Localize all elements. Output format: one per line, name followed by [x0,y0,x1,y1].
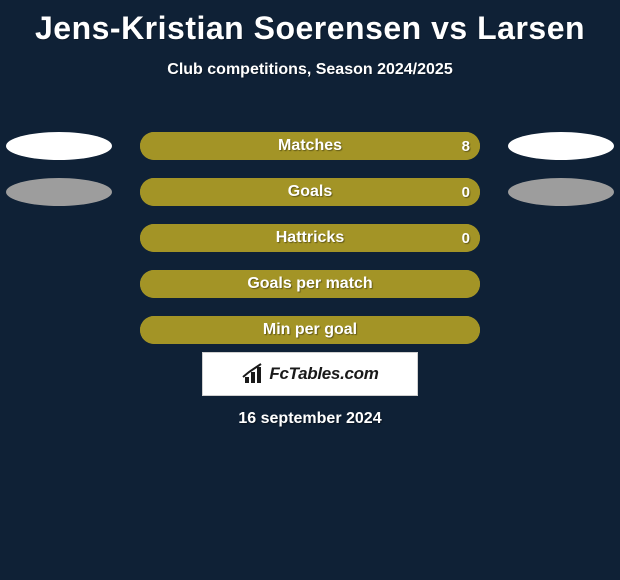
right-player-ellipse [508,132,614,160]
stat-row: 0Hattricks [0,215,620,261]
stat-row: Goals per match [0,261,620,307]
stat-bar: Min per goal [140,316,480,344]
page-subtitle: Club competitions, Season 2024/2025 [0,61,620,79]
left-player-ellipse [6,132,112,160]
logo-text: FcTables.com [269,364,378,384]
page-title: Jens-Kristian Soerensen vs Larsen [0,0,620,47]
stat-row: 8Matches [0,123,620,169]
logo-box[interactable]: FcTables.com [202,352,418,396]
stat-bar: 0Goals [140,178,480,206]
stat-label: Min per goal [140,316,480,344]
right-player-ellipse [508,178,614,206]
footer-date: 16 september 2024 [0,410,620,428]
stat-bar: Goals per match [140,270,480,298]
stat-label: Goals per match [140,270,480,298]
left-player-ellipse [6,178,112,206]
stat-row: Min per goal [0,307,620,353]
stat-bar: 8Matches [140,132,480,160]
stats-container: 8Matches 0Goals 0Hattricks Goals per match M… [0,123,620,353]
stat-label: Goals [140,178,480,206]
logo-chart-icon [241,363,267,385]
stat-row: 0Goals [0,169,620,215]
stat-label: Matches [140,132,480,160]
stat-label: Hattricks [140,224,480,252]
stat-bar: 0Hattricks [140,224,480,252]
